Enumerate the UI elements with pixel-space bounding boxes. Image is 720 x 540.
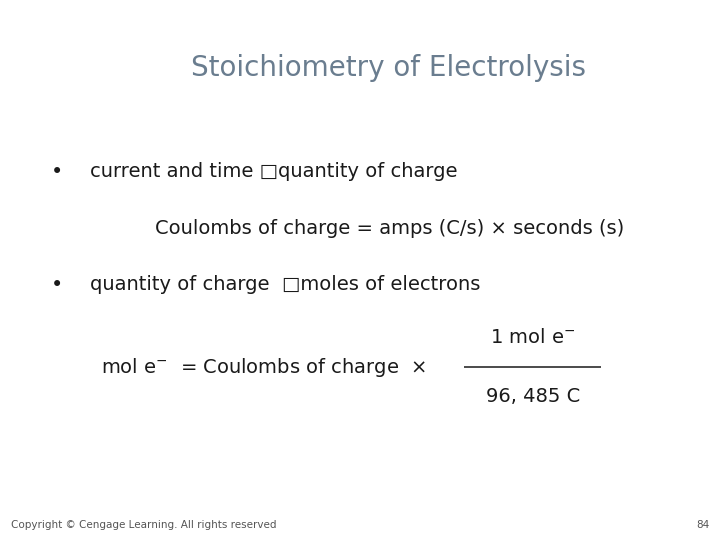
Text: Stoichiometry of Electrolysis: Stoichiometry of Electrolysis (192, 54, 586, 82)
Text: 1 mol e$^{-}$: 1 mol e$^{-}$ (490, 328, 575, 347)
Text: mol e$^{-}$  = Coulombs of charge  $\times$: mol e$^{-}$ = Coulombs of charge $\times… (101, 356, 426, 379)
Text: •: • (50, 162, 63, 182)
Text: current and time □quantity of charge: current and time □quantity of charge (90, 162, 457, 181)
Text: Coulombs of charge = amps (C/s) × seconds (s): Coulombs of charge = amps (C/s) × second… (155, 219, 624, 238)
Text: quantity of charge  □moles of electrons: quantity of charge □moles of electrons (90, 275, 480, 294)
Text: •: • (50, 275, 63, 295)
Text: Copyright © Cengage Learning. All rights reserved: Copyright © Cengage Learning. All rights… (11, 520, 276, 530)
Text: 84: 84 (696, 520, 709, 530)
Text: 96, 485 C: 96, 485 C (486, 387, 580, 407)
